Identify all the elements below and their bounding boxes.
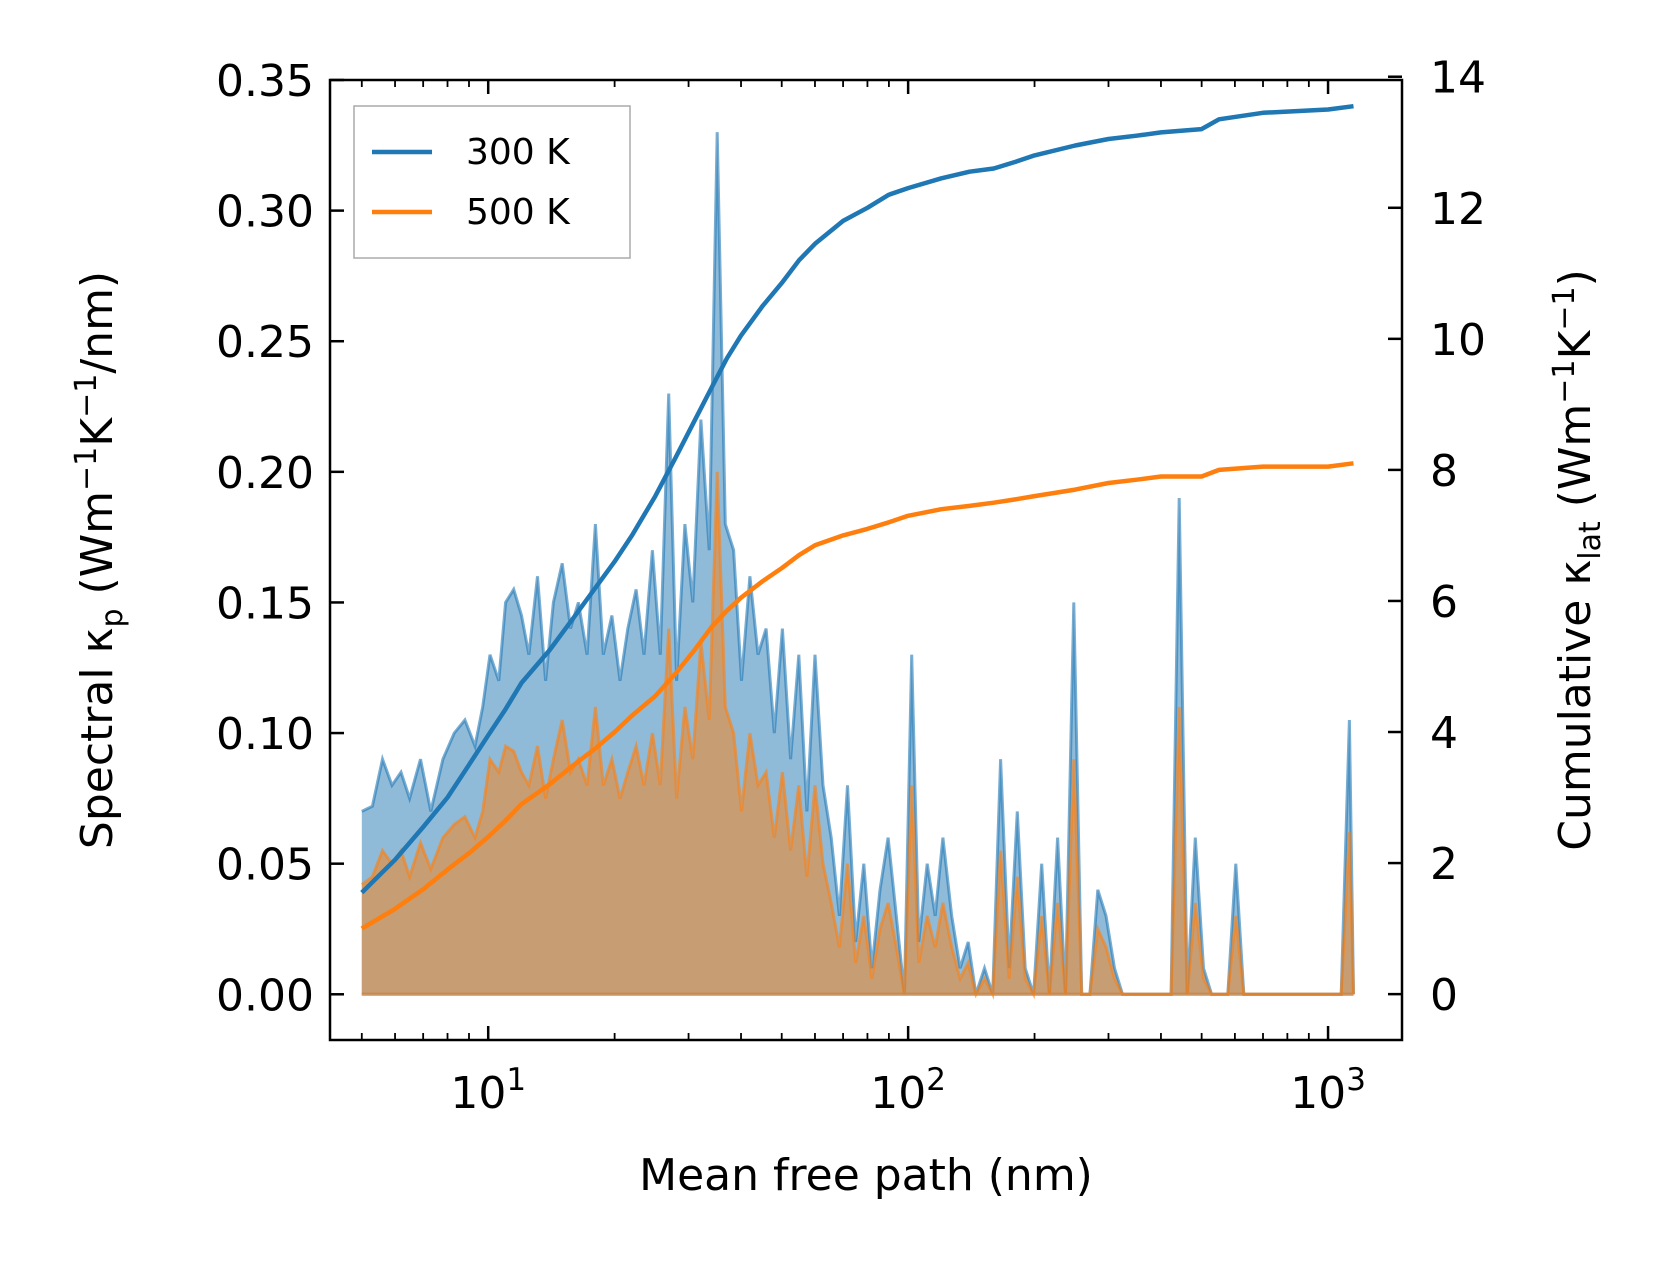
left-y-tick-label: 0.05 [216, 840, 314, 891]
x-tick-label: 103 [1290, 1062, 1366, 1119]
plot-frame [328, 78, 1404, 1042]
left-y-title-unit-a: (Wm [72, 491, 123, 609]
left-y-title-prefix: Spectral κ [72, 628, 123, 850]
left-y-axis-title: Spectral κp (Wm−1K−1/nm) [69, 271, 130, 849]
left-y-tick-label: 0.20 [216, 448, 314, 499]
left-y-tick-label: 0.35 [216, 56, 314, 107]
legend-label-500k: 500 K [466, 192, 571, 233]
left-y-tick-label: 0.10 [216, 709, 314, 760]
left-y-title-unit-c: /nm) [72, 271, 123, 374]
spectral-outline-500k [360, 471, 1355, 1000]
right-y-title-sub: lat [1573, 521, 1608, 560]
right-y-tick-label: 0 [1430, 970, 1458, 1021]
right-y-tick-label: 6 [1430, 577, 1458, 628]
right-y-title-sup-a: −1 [1547, 359, 1582, 403]
right-y-tick-label: 14 [1430, 53, 1486, 104]
left-y-title-sup-b: −1 [69, 374, 104, 418]
right-y-tick-label: 12 [1430, 184, 1486, 235]
left-y-tick-label: 0.25 [216, 317, 314, 368]
right-y-tick-label: 2 [1430, 839, 1458, 890]
right-y-title-sup-b: −1 [1547, 286, 1582, 330]
legend-box [353, 105, 631, 259]
legend-label-300k: 300 K [466, 132, 571, 173]
right-y-title-unit-c: ) [1550, 269, 1601, 286]
spectral-fill-layer [360, 132, 1355, 1000]
spectral-area-500k [361, 471, 1354, 995]
right-y-axis-title: Cumulative κlat (Wm−1K−1) [1547, 269, 1608, 851]
x-axis-title: Mean free path (nm) [639, 1150, 1093, 1201]
right-y-tick-label: 4 [1430, 708, 1458, 759]
left-y-tick-label: 0.30 [216, 187, 314, 238]
right-y-tick-label: 8 [1430, 446, 1458, 497]
x-tick-label: 102 [870, 1062, 946, 1119]
cumulative-line-300k [360, 103, 1354, 895]
axes-layer: 0.000.050.100.150.200.250.300.3502468101… [216, 53, 1486, 1119]
left-y-tick-label: 0.00 [216, 970, 314, 1021]
legend: 300 K 500 K [353, 105, 631, 259]
x-tick-label: 101 [450, 1062, 526, 1119]
cumulative-line-500k [360, 461, 1354, 931]
right-y-title-unit-a: (Wm [1550, 404, 1601, 522]
left-y-title-sup-a: −1 [69, 447, 104, 491]
right-y-title-unit-b: K [1550, 329, 1601, 359]
series-line-layer [360, 103, 1354, 931]
left-y-title-unit-b: K [72, 417, 123, 447]
right-y-tick-label: 10 [1430, 315, 1486, 366]
right-y-title-prefix: Cumulative κ [1550, 560, 1601, 851]
left-y-title-sub: p [95, 608, 130, 627]
left-y-tick-label: 0.15 [216, 578, 314, 629]
